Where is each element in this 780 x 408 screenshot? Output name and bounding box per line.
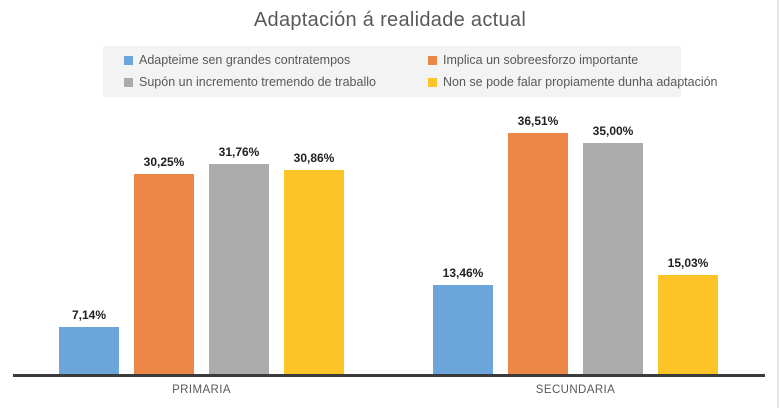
image-right-border [777, 0, 779, 408]
chart-legend: Adapteime sen grandes contratempos Implic… [103, 46, 718, 97]
legend-item-non-se: Non se pode falar propiamente dunha adap… [428, 75, 718, 90]
data-label-primaria-series-0: 7,14% [71, 308, 107, 322]
legend-swatch-icon [428, 56, 437, 65]
category-label-secundaria: SECUNDARIA [535, 384, 616, 396]
bar-primaria-series-1 [134, 174, 194, 374]
data-label-secundaria-series-1: 36,51% [517, 114, 559, 128]
bar-secundaria-series-3 [658, 275, 718, 374]
data-label-secundaria-series-0: 13,46% [442, 266, 484, 280]
chart-title: Adaptación á realidade actual [253, 9, 527, 31]
legend-item-implica-un: Implica un sobreesforzo importante [428, 53, 718, 68]
legend-swatch-icon [124, 56, 133, 65]
legend-label: Implica un sobreesforzo importante [443, 53, 639, 67]
data-label-secundaria-series-3: 15,03% [667, 256, 709, 270]
category-label-primaria: PRIMARIA [172, 384, 231, 396]
legend-swatch-icon [428, 78, 437, 87]
legend-item-sup-n: Supón un incremento tremendo de traballo [124, 75, 428, 90]
legend-label: Adapteime sen grandes contratempos [139, 53, 351, 67]
data-label-primaria-series-2: 31,76% [218, 145, 260, 159]
bar-primaria-series-3 [284, 170, 344, 374]
bar-primaria-series-2 [209, 164, 269, 374]
data-label-primaria-series-3: 30,86% [293, 151, 335, 165]
legend-label: Non se pode falar propiamente dunha adap… [443, 75, 718, 89]
x-axis-line [13, 374, 765, 377]
bar-secundaria-series-1 [508, 133, 568, 374]
data-label-primaria-series-1: 30,25% [143, 155, 185, 169]
bar-primaria-series-0 [59, 327, 119, 374]
bar-secundaria-series-2 [583, 143, 643, 374]
legend-swatch-icon [124, 78, 133, 87]
legend-label: Supón un incremento tremendo de traballo [139, 75, 376, 89]
bar-secundaria-series-0 [433, 285, 493, 374]
data-label-secundaria-series-2: 35,00% [592, 124, 634, 138]
legend-item-adapteime-sen: Adapteime sen grandes contratempos [124, 53, 428, 68]
